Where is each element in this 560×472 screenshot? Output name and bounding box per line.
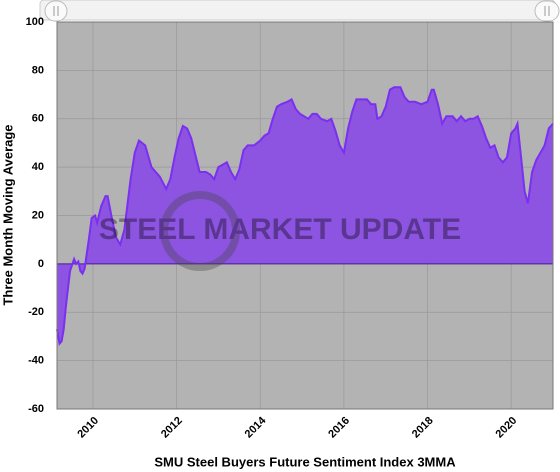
y-tick-label: 40 bbox=[32, 161, 44, 173]
scrollbar-track[interactable] bbox=[39, 0, 556, 21]
y-tick-label: 0 bbox=[38, 258, 44, 270]
watermark-logo bbox=[160, 191, 240, 271]
plot-border bbox=[56, 21, 554, 410]
y-tick-label: 20 bbox=[32, 209, 44, 221]
x-tick-label: 2014 bbox=[243, 414, 269, 440]
watermark: STEEL MARKET UPDATE bbox=[99, 191, 461, 271]
y-tick-label: 60 bbox=[32, 113, 44, 125]
x-tick-label: 2010 bbox=[75, 415, 101, 441]
x-tick-label: 2020 bbox=[494, 415, 520, 441]
y-tick-label: 100 bbox=[26, 16, 44, 28]
y-tick-label: -40 bbox=[28, 355, 44, 367]
scrollbar-handle-right[interactable] bbox=[534, 0, 560, 22]
y-axis-title: Three Month Moving Average bbox=[0, 124, 15, 305]
watermark-text: STEEL MARKET UPDATE bbox=[99, 213, 461, 246]
plot: -60 -40 -20 0 20 40 60 80 100 2010 2012 2014 2016 201… bbox=[26, 16, 554, 441]
scrollbar-handle-left[interactable] bbox=[44, 0, 68, 22]
series-line bbox=[56, 86, 554, 346]
y-tick-label: -20 bbox=[28, 306, 44, 318]
y-tick-label: 80 bbox=[32, 64, 44, 76]
x-axis-title: SMU Steel Buyers Future Sentiment Index … bbox=[154, 454, 456, 469]
x-tick-label: 2018 bbox=[410, 415, 436, 441]
area-fill bbox=[57, 87, 553, 344]
x-tick-label: 2012 bbox=[159, 415, 185, 441]
x-tick-label: 2016 bbox=[326, 415, 352, 441]
y-tick-label: -60 bbox=[28, 403, 44, 415]
